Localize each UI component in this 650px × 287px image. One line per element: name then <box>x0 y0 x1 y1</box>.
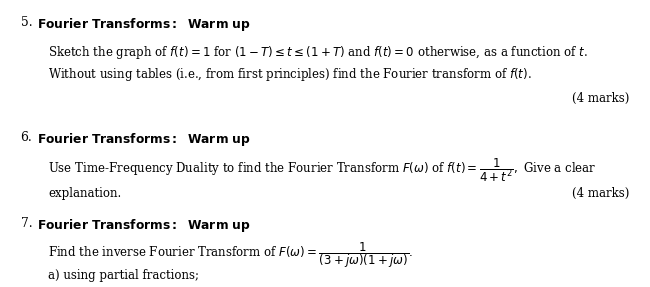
Text: Sketch the graph of $f(t) = 1$ for $(1-T) \leq t \leq (1+T)$ and $f(t) = 0$ othe: Sketch the graph of $f(t) = 1$ for $(1-T… <box>48 44 588 61</box>
Text: $\mathbf{Fourier\ Transforms{:}\ \ Warm\ up}$: $\mathbf{Fourier\ Transforms{:}\ \ Warm\… <box>37 217 251 234</box>
Text: Use Time-Frequency Duality to find the Fourier Transform $F(\omega)$ of $f(t) = : Use Time-Frequency Duality to find the F… <box>48 156 596 184</box>
Text: 5.: 5. <box>21 15 32 28</box>
Text: 6.: 6. <box>21 131 32 144</box>
Text: $\mathbf{Fourier\ Transforms{:}\ \ Warm\ up}$: $\mathbf{Fourier\ Transforms{:}\ \ Warm\… <box>37 15 251 32</box>
Text: 7.: 7. <box>21 217 32 230</box>
Text: a) using partial fractions;: a) using partial fractions; <box>48 269 199 282</box>
Text: Find the inverse Fourier Transform of $F(\omega) = \dfrac{1}{(3+j\omega)(1+j\ome: Find the inverse Fourier Transform of $F… <box>48 241 413 270</box>
Text: $\mathbf{Fourier\ Transforms{:}\ \ Warm\ up}$: $\mathbf{Fourier\ Transforms{:}\ \ Warm\… <box>37 131 251 148</box>
Text: (4 marks): (4 marks) <box>572 187 629 200</box>
Text: (4 marks): (4 marks) <box>572 92 629 104</box>
Text: explanation.: explanation. <box>48 187 121 200</box>
Text: Without using tables (i.e., from first principles) find the Fourier transform of: Without using tables (i.e., from first p… <box>48 66 532 83</box>
